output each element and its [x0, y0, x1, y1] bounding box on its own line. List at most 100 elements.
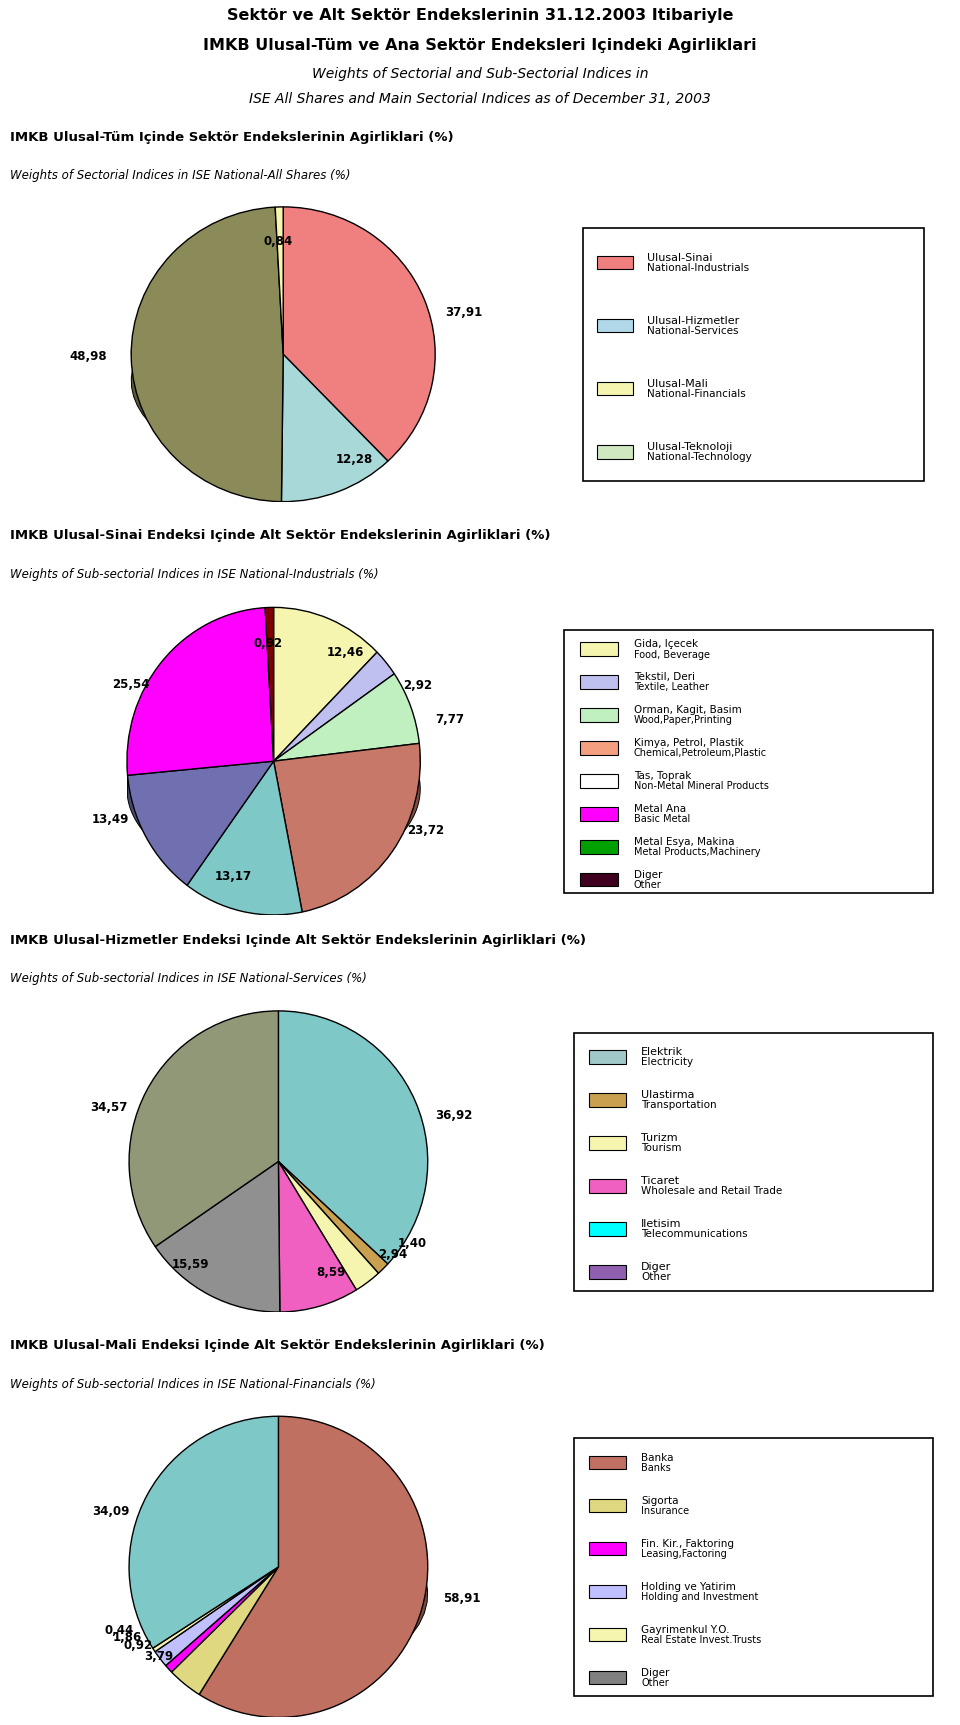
Wedge shape [274, 607, 377, 761]
Wedge shape [128, 761, 274, 885]
Text: Other: Other [641, 1678, 669, 1687]
Text: 12,28: 12,28 [336, 454, 372, 466]
Text: Banka: Banka [641, 1452, 674, 1463]
Text: Insurance: Insurance [641, 1506, 689, 1516]
Polygon shape [128, 769, 187, 862]
Wedge shape [132, 207, 283, 502]
Text: Sektör ve Alt Sektör Endekslerinin 31.12.2003 Itibariyle: Sektör ve Alt Sektör Endekslerinin 31.12… [227, 9, 733, 24]
Polygon shape [172, 1630, 199, 1670]
Text: IMKB Ulusal-Tüm ve Ana Sektör Endeksleri Içindeki Agirliklari: IMKB Ulusal-Tüm ve Ana Sektör Endeksleri… [204, 38, 756, 53]
Text: 2,94: 2,94 [378, 1247, 407, 1261]
Bar [597, 255, 633, 269]
Wedge shape [127, 607, 274, 775]
Text: 7,77: 7,77 [435, 712, 464, 726]
Text: Leasing,Factoring: Leasing,Factoring [641, 1549, 727, 1559]
Text: 3,79: 3,79 [144, 1651, 173, 1663]
Wedge shape [265, 607, 274, 761]
Wedge shape [281, 354, 388, 502]
Text: Chemical,Petroleum,Plastic: Chemical,Petroleum,Plastic [634, 749, 767, 759]
Text: National-Industrials: National-Industrials [647, 262, 749, 273]
Text: 8,59: 8,59 [317, 1266, 346, 1280]
Bar [588, 1266, 626, 1278]
Bar [597, 319, 633, 333]
Text: Gida, Içecek: Gida, Içecek [634, 638, 698, 649]
Text: Kimya, Petrol, Plastik: Kimya, Petrol, Plastik [634, 738, 743, 749]
Wedge shape [187, 761, 302, 914]
Wedge shape [156, 1161, 280, 1313]
Text: IMKB Ulusal-Sinai Endeksi Içinde Alt Sektör Endekslerinin Agirliklari (%): IMKB Ulusal-Sinai Endeksi Içinde Alt Sek… [10, 528, 550, 542]
Wedge shape [129, 1011, 278, 1247]
Text: Diger: Diger [641, 1668, 670, 1678]
Text: Weights of Sectorial and Sub-Sectorial Indices in: Weights of Sectorial and Sub-Sectorial I… [312, 67, 648, 81]
Text: Tas, Toprak: Tas, Toprak [634, 771, 691, 781]
Text: 13,49: 13,49 [91, 812, 129, 826]
Text: Telecommunications: Telecommunications [641, 1230, 748, 1239]
Text: Banks: Banks [641, 1463, 671, 1473]
Polygon shape [378, 1223, 388, 1256]
Text: Weights of Sub-sectorial Indices in ISE National-Services (%): Weights of Sub-sectorial Indices in ISE … [10, 973, 367, 985]
Wedge shape [199, 1416, 428, 1718]
Text: Iletisim: Iletisim [641, 1220, 682, 1230]
Wedge shape [274, 674, 420, 761]
Text: Other: Other [641, 1273, 671, 1282]
Text: Electricity: Electricity [641, 1057, 693, 1068]
Bar [580, 674, 618, 688]
Text: 1,40: 1,40 [398, 1237, 427, 1251]
Text: IMKB Ulusal-Mali Endeksi Içinde Alt Sektör Endekslerinin Agirliklari (%): IMKB Ulusal-Mali Endeksi Içinde Alt Sekt… [10, 1339, 544, 1352]
Wedge shape [153, 1566, 278, 1651]
Text: 37,91: 37,91 [445, 305, 483, 319]
Text: Tekstil, Deri: Tekstil, Deri [634, 673, 695, 681]
Text: Gayrimenkul Y.O.: Gayrimenkul Y.O. [641, 1625, 730, 1635]
Bar [580, 775, 618, 788]
Text: Ticaret: Ticaret [641, 1176, 680, 1187]
Bar [588, 1585, 626, 1597]
Text: 58,91: 58,91 [444, 1592, 481, 1606]
Text: Ulusal-Hizmetler: Ulusal-Hizmetler [647, 316, 739, 326]
Text: 12,46: 12,46 [326, 645, 364, 659]
Text: IMKB Ulusal-Tüm Içinde Sektör Endekslerinin Agirliklari (%): IMKB Ulusal-Tüm Içinde Sektör Endeksleri… [10, 131, 453, 145]
Bar [580, 840, 618, 854]
Wedge shape [172, 1566, 278, 1694]
Bar [588, 1223, 626, 1235]
Bar [580, 642, 618, 656]
Wedge shape [278, 1161, 356, 1313]
Polygon shape [280, 1239, 356, 1278]
Text: 0,44: 0,44 [105, 1625, 133, 1637]
Polygon shape [199, 1477, 427, 1684]
Text: Basic Metal: Basic Metal [634, 814, 690, 825]
Text: Turizm: Turizm [641, 1133, 678, 1144]
Bar [580, 742, 618, 756]
Text: 25,54: 25,54 [112, 678, 150, 690]
Polygon shape [281, 419, 388, 469]
Text: Textile, Leather: Textile, Leather [634, 683, 708, 692]
Text: Ulusal-Sinai: Ulusal-Sinai [647, 254, 712, 262]
Wedge shape [278, 1161, 378, 1290]
Text: 36,92: 36,92 [435, 1109, 472, 1121]
Wedge shape [155, 1566, 278, 1666]
Text: National-Financials: National-Financials [647, 390, 746, 398]
Text: Weights of Sub-sectorial Indices in ISE National-Industrials (%): Weights of Sub-sectorial Indices in ISE … [10, 568, 378, 581]
Wedge shape [129, 1416, 278, 1647]
Bar [588, 1499, 626, 1513]
Text: Weights of Sectorial Indices in ISE National-All Shares (%): Weights of Sectorial Indices in ISE Nati… [10, 169, 350, 183]
Text: Fin. Kir., Faktoring: Fin. Kir., Faktoring [641, 1539, 734, 1549]
Text: Real Estate Invest.Trusts: Real Estate Invest.Trusts [641, 1635, 761, 1644]
Text: 2,92: 2,92 [403, 680, 432, 692]
Wedge shape [278, 1011, 428, 1264]
Polygon shape [153, 1616, 155, 1646]
Text: IMKB Ulusal-Hizmetler Endeksi Içinde Alt Sektör Endekslerinin Agirliklari (%): IMKB Ulusal-Hizmetler Endeksi Içinde Alt… [10, 933, 586, 947]
Polygon shape [132, 266, 281, 469]
Wedge shape [274, 743, 420, 913]
Bar [588, 1628, 626, 1640]
Text: Ulastirma: Ulastirma [641, 1090, 695, 1101]
Polygon shape [302, 750, 420, 880]
Text: Wholesale and Retail Trade: Wholesale and Retail Trade [641, 1187, 782, 1197]
Text: Sigorta: Sigorta [641, 1496, 679, 1506]
Text: Weights of Sub-sectorial Indices in ISE National-Financials (%): Weights of Sub-sectorial Indices in ISE … [10, 1378, 375, 1390]
Polygon shape [156, 1213, 280, 1278]
Bar [588, 1051, 626, 1064]
Text: 1,86: 1,86 [112, 1630, 142, 1644]
Bar [597, 445, 633, 459]
Text: Holding ve Yatirim: Holding ve Yatirim [641, 1582, 736, 1592]
Text: Wood,Paper,Printing: Wood,Paper,Printing [634, 716, 732, 726]
